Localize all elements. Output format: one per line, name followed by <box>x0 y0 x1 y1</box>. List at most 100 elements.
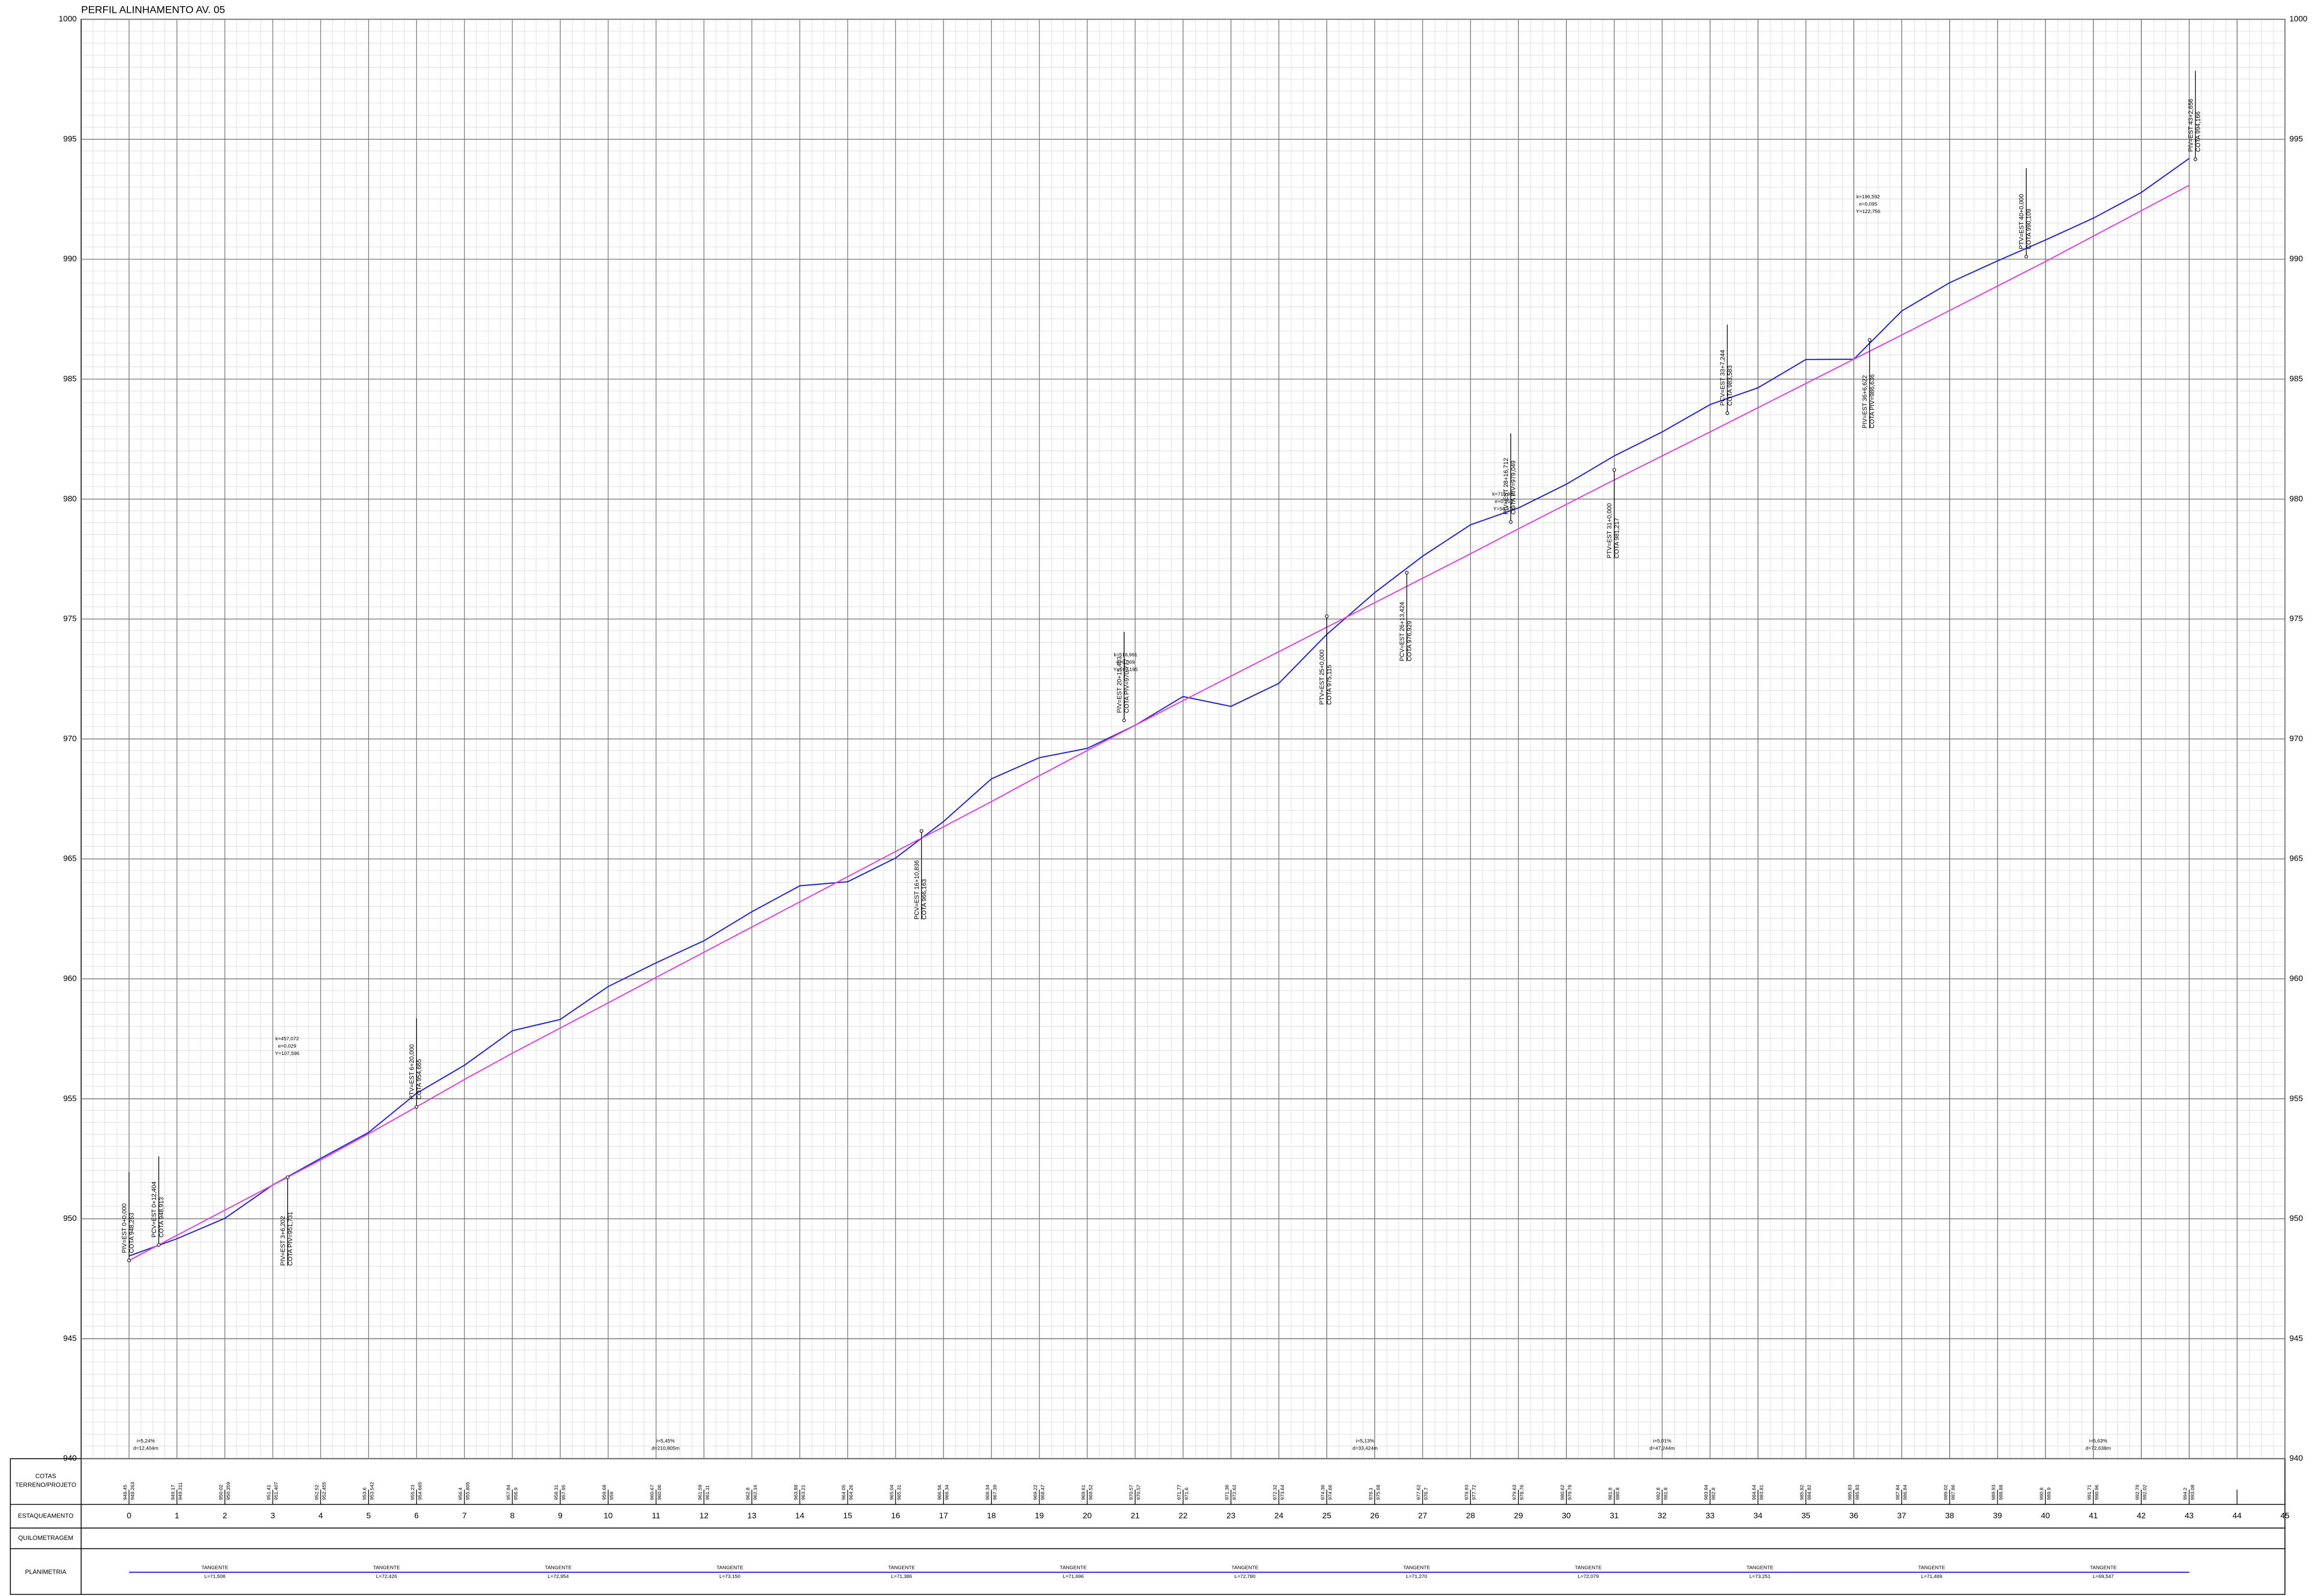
x-tick-label: 41 <box>2089 1511 2098 1520</box>
row-label: PLANIMETRIA <box>25 1568 67 1576</box>
elevation-label: 967.39 <box>992 1485 998 1500</box>
x-tick-label: 40 <box>2041 1511 2050 1520</box>
x-tick-label: 27 <box>1418 1511 1427 1520</box>
curve-text: k=719,981 <box>1492 492 1516 497</box>
elevation-label: 953.542 <box>369 1482 375 1500</box>
annotation-point <box>1612 468 1616 472</box>
x-tick-label: 21 <box>1131 1511 1140 1520</box>
curve-text: k=196,592 <box>1856 194 1880 200</box>
elevation-label: 957.84 <box>505 1485 511 1500</box>
planimetry-length: L=71,270 <box>1406 1574 1427 1579</box>
elevation-label: 982.8 <box>1655 1488 1661 1500</box>
elevation-label: 975.68 <box>1375 1485 1381 1500</box>
x-tick-label: 29 <box>1514 1511 1523 1520</box>
annotation-text: COTA 954,665 <box>415 1059 422 1100</box>
elevation-label: 980.8 <box>1615 1488 1621 1500</box>
grade-text: d=47,244m <box>1650 1445 1675 1451</box>
elevation-label: 994.2 <box>2183 1488 2188 1500</box>
elevation-label: 950.02 <box>218 1485 224 1500</box>
elevation-label: 986.84 <box>1903 1485 1908 1500</box>
y-tick-label: 980 <box>2289 494 2303 503</box>
elevation-label: 988.88 <box>1998 1485 2004 1500</box>
y-tick-label: 995 <box>63 134 77 143</box>
x-tick-label: 8 <box>510 1511 515 1520</box>
elevation-label: 979.78 <box>1567 1485 1573 1500</box>
elevation-label: 980.62 <box>1560 1485 1565 1500</box>
elevation-label: 990.8 <box>2039 1488 2044 1500</box>
elevation-label: 963.21 <box>800 1485 806 1500</box>
elevation-label: 952.455 <box>321 1482 327 1500</box>
annotation-text: COTA 976,929 <box>1406 621 1413 661</box>
elevation-label: 951.407 <box>273 1482 279 1500</box>
elevation-label: 960.06 <box>657 1485 662 1500</box>
elevation-label: 987.86 <box>1950 1485 1956 1500</box>
grade-text: d=72,638m <box>2086 1445 2111 1451</box>
elevation-label: 960.67 <box>650 1485 655 1500</box>
y-tick-label: 960 <box>63 974 77 983</box>
series-line <box>128 184 2190 1261</box>
elevation-label: 959.68 <box>602 1485 607 1500</box>
y-tick-label: 970 <box>63 734 77 743</box>
elevation-label: 971.77 <box>1176 1485 1182 1500</box>
x-tick-label: 30 <box>1562 1511 1571 1520</box>
elevation-label: 974.66 <box>1328 1485 1333 1500</box>
elevation-label: 974.36 <box>1320 1485 1326 1500</box>
elevation-label: 969.52 <box>1088 1485 1094 1500</box>
series-line <box>128 158 2190 1257</box>
elevation-label: 970.57 <box>1136 1485 1142 1500</box>
elevation-label: 991.71 <box>2087 1485 2092 1500</box>
elevation-label: 977.72 <box>1471 1485 1477 1500</box>
y-tick-label: 1000 <box>58 14 77 23</box>
x-tick-label: 24 <box>1274 1511 1283 1520</box>
planimetry-type: TANGENTE <box>1747 1565 1774 1571</box>
x-tick-label: 12 <box>700 1511 709 1520</box>
planimetry-type: TANGENTE <box>373 1565 400 1571</box>
elevation-label: 985.83 <box>1855 1485 1860 1500</box>
annotation-point <box>2193 157 2197 161</box>
elevation-label: 989.9 <box>2046 1488 2052 1500</box>
annotation-text: COTA 948,263 <box>128 1213 135 1253</box>
annotation-text: COTA 981,217 <box>1613 518 1620 558</box>
curve-text: k=457,072 <box>275 1036 299 1042</box>
x-tick-label: 22 <box>1178 1511 1187 1520</box>
y-tick-label: 1000 <box>2289 14 2307 23</box>
elevation-label: 956.9 <box>513 1488 519 1500</box>
elevation-label: 984.82 <box>1807 1485 1812 1500</box>
y-tick-label: 950 <box>63 1214 77 1223</box>
annotation-point <box>1867 338 1872 342</box>
planimetry-type: TANGENTE <box>1060 1565 1087 1571</box>
annotation-text: PCV=EST 16+10,836 <box>913 860 920 919</box>
elevation-label: 962.16 <box>753 1485 758 1500</box>
annotation-text: PTV=EST 6+20,000 <box>408 1044 415 1099</box>
elevation-label: 963.88 <box>793 1485 799 1500</box>
x-tick-label: 28 <box>1466 1511 1475 1520</box>
x-tick-label: 39 <box>1993 1511 2002 1520</box>
x-tick-label: 42 <box>2137 1511 2146 1520</box>
planimetry-length: L=72,954 <box>548 1574 569 1579</box>
elevation-label: 972.32 <box>1272 1485 1278 1500</box>
y-tick-label: 940 <box>63 1454 77 1463</box>
y-tick-label: 945 <box>2289 1334 2303 1343</box>
y-tick-label: 970 <box>2289 734 2303 743</box>
table-frame <box>10 1458 2285 1595</box>
planimetry-length: L=72,426 <box>376 1574 397 1579</box>
annotation-text: PCV=EST 0+12,404 <box>150 1181 157 1238</box>
x-tick-label: 15 <box>843 1511 852 1520</box>
curve-text: e=0,029 <box>278 1043 297 1049</box>
annotation-text: PTV=EST 31+0,000 <box>1606 503 1613 558</box>
annotation-text: COTA 966,163 <box>920 879 927 919</box>
x-tick-label: 16 <box>891 1511 900 1520</box>
chart-title: PERFIL ALINHAMENTO AV. 05 <box>81 4 225 16</box>
x-tick-label: 44 <box>2233 1511 2242 1520</box>
elevation-label: 968.34 <box>985 1485 991 1500</box>
y-tick-label: 975 <box>63 614 77 623</box>
planimetry-type: TANGENTE <box>1403 1565 1430 1571</box>
planimetry-length: L=69,547 <box>2093 1574 2114 1579</box>
x-tick-label: 18 <box>987 1511 996 1520</box>
x-tick-label: 33 <box>1706 1511 1715 1520</box>
grade-text: i=5,13% <box>1356 1438 1374 1444</box>
row-label: QUILOMETRAGEM <box>18 1534 73 1541</box>
elevation-label: 982.8 <box>1711 1488 1717 1500</box>
grade-text: i=5,24% <box>136 1438 155 1444</box>
elevation-label: 978.76 <box>1519 1485 1525 1500</box>
